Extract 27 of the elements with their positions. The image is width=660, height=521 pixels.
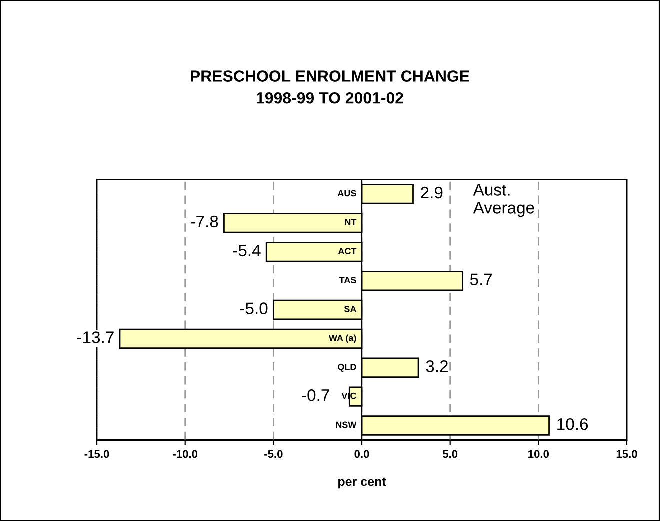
y-tick-label: QLD: [338, 364, 356, 372]
x-tick-label: 0.0: [354, 450, 370, 458]
data-label: 5.7: [470, 274, 492, 286]
data-label: 2.9: [421, 186, 443, 199]
y-tick-label: SA: [344, 306, 356, 312]
x-tick-label: 10.0: [528, 450, 550, 458]
y-tick-label: AUS: [338, 190, 356, 197]
annotation: Aust. Average: [473, 184, 534, 218]
data-label: -0.7: [302, 390, 330, 402]
data-label: 3.2: [426, 360, 448, 372]
x-tick-label: 15.0: [616, 450, 638, 458]
chart-title: PRESCHOOL ENROLMENT CHANGE 1998-99 TO 2001-02: [191, 70, 470, 104]
data-label: -13.7: [77, 332, 114, 344]
x-axis-title: per cent: [338, 478, 386, 489]
x-tick-label: 5.0: [442, 450, 458, 458]
y-tick-label: ACT: [338, 248, 357, 255]
x-tick-label: -5.0: [264, 450, 283, 458]
y-tick-label: WA (a): [328, 334, 356, 344]
y-tick-label: NSW: [336, 422, 357, 428]
data-label: -5.0: [240, 302, 268, 314]
x-tick-label: -10.0: [173, 450, 198, 458]
data-label: -7.8: [190, 216, 218, 228]
data-label: -5.4: [233, 244, 261, 257]
y-tick-label: NT: [345, 219, 357, 226]
data-label: 10.6: [558, 418, 588, 430]
y-tick-label: TAS: [339, 277, 356, 284]
x-tick-label: -15.0: [84, 450, 110, 458]
